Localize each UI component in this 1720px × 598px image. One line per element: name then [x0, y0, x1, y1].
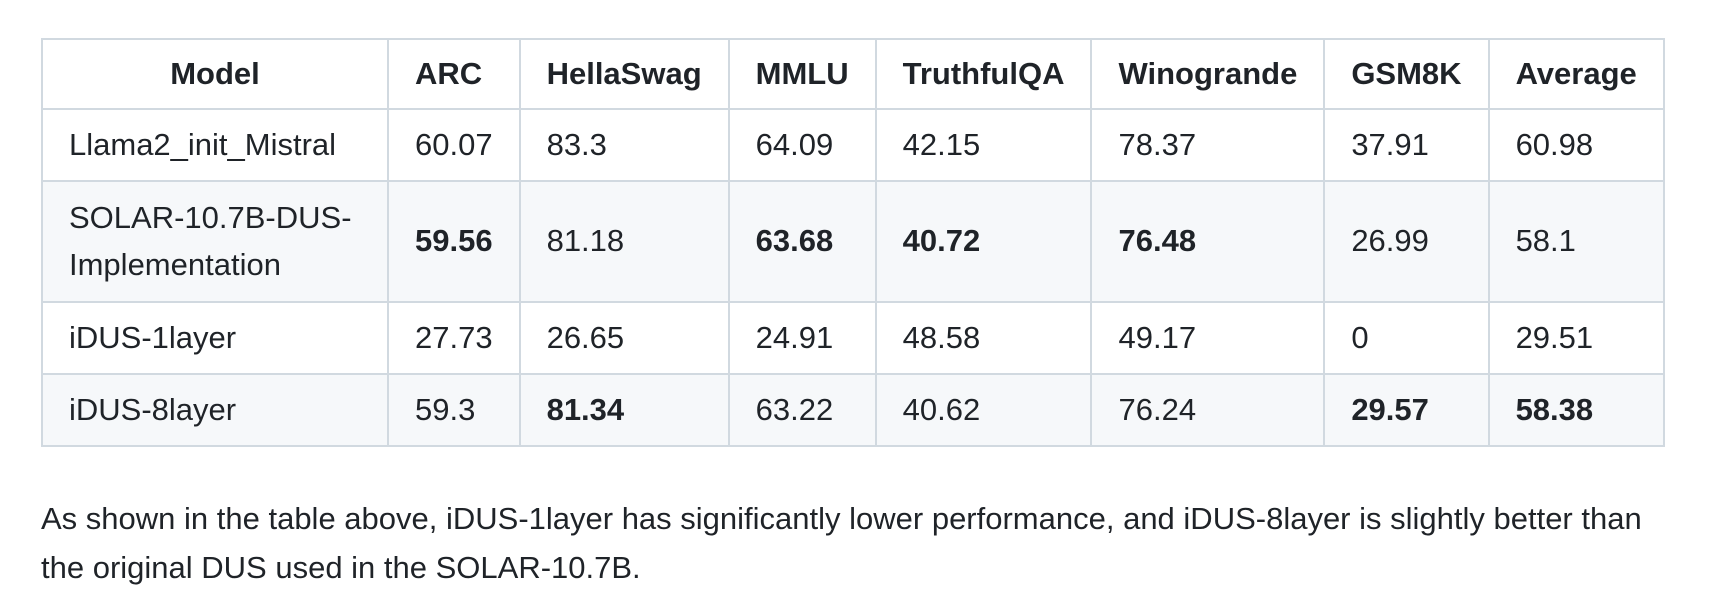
table-row: iDUS-8layer 59.3 81.34 63.22 40.62 76.24…	[41, 373, 1665, 447]
header-average: Average	[1487, 38, 1665, 110]
truthfulqa-score-cell: 42.15	[874, 108, 1093, 182]
truthfulqa-score-cell: 40.72	[874, 180, 1093, 303]
arc-score-cell: 59.56	[387, 180, 521, 303]
winogrande-score-cell: 76.48	[1090, 180, 1326, 303]
hellaswag-score-cell: 81.18	[518, 180, 730, 303]
model-name-cell: SOLAR-10.7B-DUS- Implementation	[41, 180, 389, 303]
average-score-cell: 60.98	[1487, 108, 1665, 182]
gsm8k-score-cell: 26.99	[1323, 180, 1490, 303]
gsm8k-score-cell: 29.57	[1323, 373, 1490, 447]
table-row: iDUS-1layer 27.73 26.65 24.91 48.58 49.1…	[41, 301, 1665, 375]
gsm8k-score-cell: 0	[1323, 301, 1490, 375]
model-name-cell: iDUS-1layer	[41, 301, 389, 375]
header-hellaswag: HellaSwag	[518, 38, 730, 110]
winogrande-score-cell: 49.17	[1090, 301, 1326, 375]
arc-score-cell: 60.07	[387, 108, 521, 182]
header-truthfulqa: TruthfulQA	[874, 38, 1093, 110]
model-name-cell: Llama2_init_Mistral	[41, 108, 389, 182]
average-score-cell: 58.38	[1487, 373, 1665, 447]
arc-score-cell: 27.73	[387, 301, 521, 375]
hellaswag-score-cell: 26.65	[518, 301, 730, 375]
hellaswag-score-cell: 81.34	[518, 373, 730, 447]
results-summary-paragraph: As shown in the table above, iDUS-1layer…	[41, 501, 1642, 585]
header-mmlu: MMLU	[727, 38, 877, 110]
model-name-line-2: Implementation	[69, 246, 281, 282]
winogrande-score-cell: 78.37	[1090, 108, 1326, 182]
hellaswag-score-cell: 83.3	[518, 108, 730, 182]
table-row: Llama2_init_Mistral 60.07 83.3 64.09 42.…	[41, 108, 1665, 182]
header-gsm8k: GSM8K	[1323, 38, 1490, 110]
header-model: Model	[41, 38, 389, 110]
model-name-line-1: SOLAR-10.7B-DUS-	[69, 200, 352, 235]
gsm8k-score-cell: 37.91	[1323, 108, 1490, 182]
header-arc: ARC	[387, 38, 521, 110]
average-score-cell: 29.51	[1487, 301, 1665, 375]
header-winogrande: Winogrande	[1090, 38, 1326, 110]
mmlu-score-cell: 63.68	[727, 180, 877, 303]
truthfulqa-score-cell: 40.62	[874, 373, 1093, 447]
model-name-cell: iDUS-8layer	[41, 373, 389, 447]
mmlu-score-cell: 63.22	[727, 373, 877, 447]
table-row: SOLAR-10.7B-DUS- Implementation 59.56 81.…	[41, 180, 1665, 303]
winogrande-score-cell: 76.24	[1090, 373, 1326, 447]
mmlu-score-cell: 64.09	[727, 108, 877, 182]
mmlu-score-cell: 24.91	[727, 301, 877, 375]
average-score-cell: 58.1	[1487, 180, 1665, 303]
truthfulqa-score-cell: 48.58	[874, 301, 1093, 375]
benchmark-results-table: Model ARC HellaSwag MMLU TruthfulQA Wino…	[41, 38, 1665, 447]
document-body: Model ARC HellaSwag MMLU TruthfulQA Wino…	[41, 38, 1701, 585]
table-header-row: Model ARC HellaSwag MMLU TruthfulQA Wino…	[41, 38, 1665, 110]
arc-score-cell: 59.3	[387, 373, 521, 447]
